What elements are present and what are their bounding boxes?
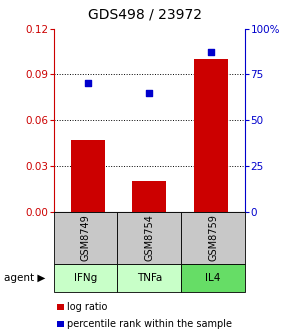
Text: agent ▶: agent ▶	[3, 273, 45, 283]
Text: GSM8754: GSM8754	[144, 214, 154, 261]
Text: GDS498 / 23972: GDS498 / 23972	[88, 8, 202, 22]
Text: GSM8759: GSM8759	[208, 214, 218, 261]
Point	[147, 90, 152, 95]
Text: percentile rank within the sample: percentile rank within the sample	[67, 319, 232, 329]
Bar	[71, 140, 105, 212]
Point	[209, 50, 213, 55]
Point	[85, 81, 90, 86]
Text: GSM8749: GSM8749	[81, 214, 90, 261]
Bar	[194, 59, 228, 212]
Text: IL4: IL4	[205, 273, 221, 283]
Text: TNFa: TNFa	[137, 273, 162, 283]
Text: log ratio: log ratio	[67, 302, 108, 312]
Text: IFNg: IFNg	[74, 273, 97, 283]
Bar	[132, 181, 166, 212]
